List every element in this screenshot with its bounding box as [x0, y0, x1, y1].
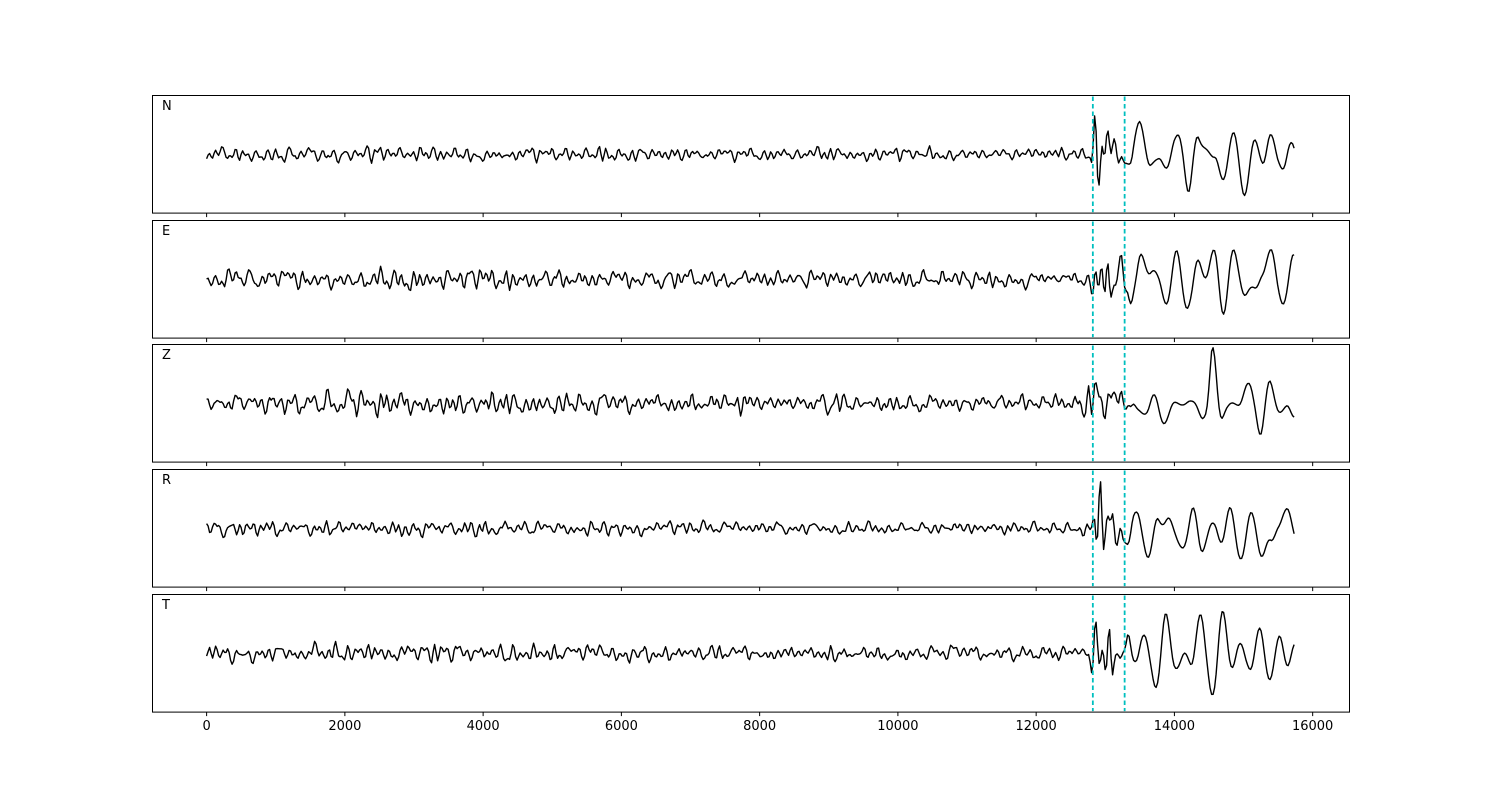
panel-label: Z: [162, 348, 171, 364]
x-axis-tick-labels: 0 2000 4000 6000 8000 10000 12000 14000 16000: [152, 719, 1350, 739]
seismogram-panel-R: R: [152, 468, 1350, 592]
panel-frame: [152, 468, 1350, 588]
seismogram-panel-Z: Z: [152, 344, 1350, 467]
x-tick-label: 12000: [1015, 719, 1057, 734]
x-tick-label: 4000: [466, 719, 500, 734]
panel-frame: [152, 95, 1350, 214]
x-tick-label: 0: [202, 719, 211, 734]
x-tick-label: 6000: [604, 719, 638, 734]
x-tick-label: 8000: [743, 719, 777, 734]
seismogram-panel-E: E: [152, 219, 1350, 342]
panel-frame: [152, 344, 1350, 463]
waveform-trace: [206, 248, 1295, 315]
panel-canvas: [152, 95, 1350, 218]
x-tick-label: 2000: [328, 719, 362, 734]
x-tick-label: 14000: [1153, 719, 1196, 734]
x-tick-label: 16000: [1291, 719, 1334, 734]
seismogram-panel-T: T: [152, 593, 1350, 716]
panel-frame: [152, 219, 1350, 339]
seismogram-panel-N: N: [152, 95, 1350, 218]
panel-label: T: [162, 597, 170, 613]
panel-label: R: [162, 472, 172, 488]
x-tick-label: 10000: [877, 719, 919, 734]
panel-frame: [152, 593, 1350, 713]
waveform-trace: [206, 347, 1295, 435]
panel-label: N: [162, 99, 172, 114]
panel-canvas: [152, 344, 1350, 467]
panel-canvas: [152, 468, 1350, 592]
waveform-trace: [205, 610, 1295, 695]
panel-canvas: [152, 219, 1350, 342]
panel-canvas: [152, 593, 1350, 716]
waveform-trace: [206, 481, 1295, 560]
waveform-trace: [205, 115, 1295, 197]
panel-label: E: [162, 223, 171, 239]
